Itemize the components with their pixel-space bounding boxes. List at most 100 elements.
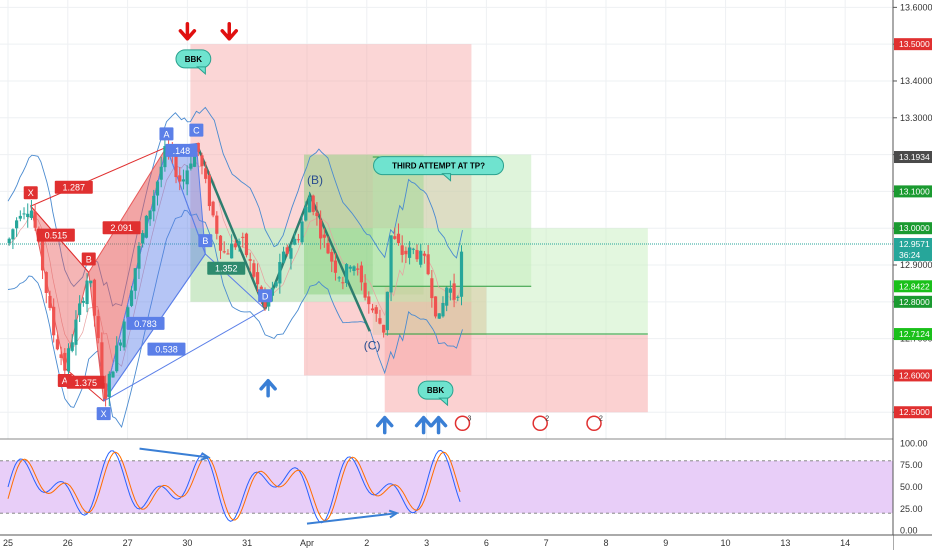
divergence-arrow-icon-head	[388, 509, 399, 519]
candle-body	[174, 155, 178, 178]
candle-body	[304, 206, 308, 221]
candle-body	[281, 251, 286, 263]
candle-body	[222, 251, 226, 253]
candle-body	[385, 291, 389, 331]
candle-body	[81, 300, 85, 303]
osc-band	[0, 460, 893, 514]
pattern-point-label-bg	[23, 186, 38, 200]
candle-body	[404, 250, 408, 255]
candle-body	[78, 303, 82, 315]
buy-arrow-icon	[429, 415, 448, 435]
candle-body	[448, 288, 452, 293]
candle-body	[374, 307, 378, 314]
callout-tail	[441, 173, 452, 182]
callout-tail	[438, 397, 449, 407]
time-axis[interactable]: 25 26 27 30 31 Apr 2 3 6 7 8 9 10 13 14	[0, 534, 932, 550]
candle-body	[396, 233, 401, 244]
time-tick-label: 13	[780, 538, 790, 548]
callout-tail	[196, 66, 206, 75]
candle-body	[307, 196, 312, 213]
candle-body	[319, 219, 323, 239]
candle-body	[7, 238, 11, 244]
pattern-point-label: D	[262, 291, 269, 301]
candle-body	[382, 324, 386, 333]
candle-body	[218, 235, 223, 251]
sell-arrow-icon	[220, 22, 238, 41]
candle-body	[18, 215, 22, 219]
time-axis-bg	[0, 535, 893, 550]
candle-body	[52, 306, 56, 336]
time-tick-label: 7	[544, 538, 549, 548]
buy-arrow-icon	[375, 415, 394, 435]
candle-body	[159, 166, 163, 180]
candle-body	[378, 318, 382, 324]
price-tag-label: 12.8000	[899, 297, 930, 307]
time-tick-label: 31	[242, 538, 252, 548]
price-axis-bg	[893, 0, 932, 550]
candle-body	[66, 348, 71, 372]
candle-body	[111, 371, 115, 378]
buy-arrow-icon	[414, 415, 433, 435]
candle-body	[311, 195, 315, 212]
candle-body	[300, 221, 304, 243]
candle-body	[252, 263, 256, 277]
pattern-point-label: X	[28, 188, 34, 198]
price-axis[interactable]: 13.600013.500013.400013.300013.200013.10…	[892, 0, 932, 550]
ratio-label-bg	[66, 375, 105, 389]
candle-body	[148, 210, 152, 220]
ratio-label: 1.375	[74, 378, 97, 388]
osc-tick-label: 0.00	[900, 526, 918, 536]
divergence-arrow-icon	[306, 512, 397, 525]
candle-body	[74, 319, 78, 345]
osc-tick-label: 100.00	[900, 438, 928, 448]
ratio-label: 0.538	[155, 345, 178, 355]
candle-body	[226, 253, 230, 255]
ratio-label: 1.287	[63, 183, 86, 193]
price-tag-label: 13.1000	[899, 186, 930, 196]
candle-body	[407, 247, 412, 258]
price-tag	[894, 151, 932, 164]
candle-body	[70, 342, 74, 351]
bollinger-upper	[7, 106, 463, 307]
candle-body	[452, 283, 456, 300]
candle-body	[129, 290, 134, 306]
ratio-label: .148	[173, 146, 191, 156]
pattern-point-label-bg	[96, 407, 111, 421]
price-tag-label: 13.1934	[899, 152, 930, 162]
candle-body	[137, 245, 141, 269]
candle-body	[63, 352, 67, 371]
wave-line	[195, 143, 267, 310]
candle-body	[274, 282, 278, 287]
candle-body	[367, 296, 371, 305]
ratio-label-bg	[126, 316, 165, 330]
earnings-badge-count: 2	[545, 415, 549, 422]
pattern-point-label-bg	[198, 234, 213, 248]
ratio-label: 0.515	[45, 231, 68, 241]
buy-arrow-icon	[259, 379, 277, 398]
candle-body	[359, 265, 364, 283]
ratio-label: 0.783	[134, 319, 157, 329]
candle-body	[192, 147, 197, 167]
candle-body	[96, 316, 100, 339]
callout: THIRD ATTEMPT AT TP?	[373, 156, 505, 182]
candle-body	[344, 264, 349, 284]
pattern-point-label: A	[62, 376, 68, 386]
candle-body	[459, 251, 464, 297]
callout-text: BBK	[185, 55, 203, 64]
candle-body	[241, 236, 245, 238]
price-tag-label: 12.8422	[899, 281, 930, 291]
candles-layer	[7, 136, 464, 407]
price-tag	[894, 249, 932, 262]
candle-body	[322, 234, 326, 238]
pattern-point-label: B	[202, 236, 208, 246]
price-tag-label: 13.0000	[899, 223, 930, 233]
candle-body	[211, 201, 215, 216]
callout-text: THIRD ATTEMPT AT TP?	[392, 162, 485, 171]
ratio-label-bg	[147, 342, 186, 356]
pattern-point-label: A	[163, 129, 169, 139]
candle-body	[437, 313, 441, 319]
price-tag	[894, 185, 932, 198]
candle-body	[59, 354, 63, 358]
sell-arrow-icon	[178, 22, 197, 41]
candle-body	[419, 250, 423, 265]
